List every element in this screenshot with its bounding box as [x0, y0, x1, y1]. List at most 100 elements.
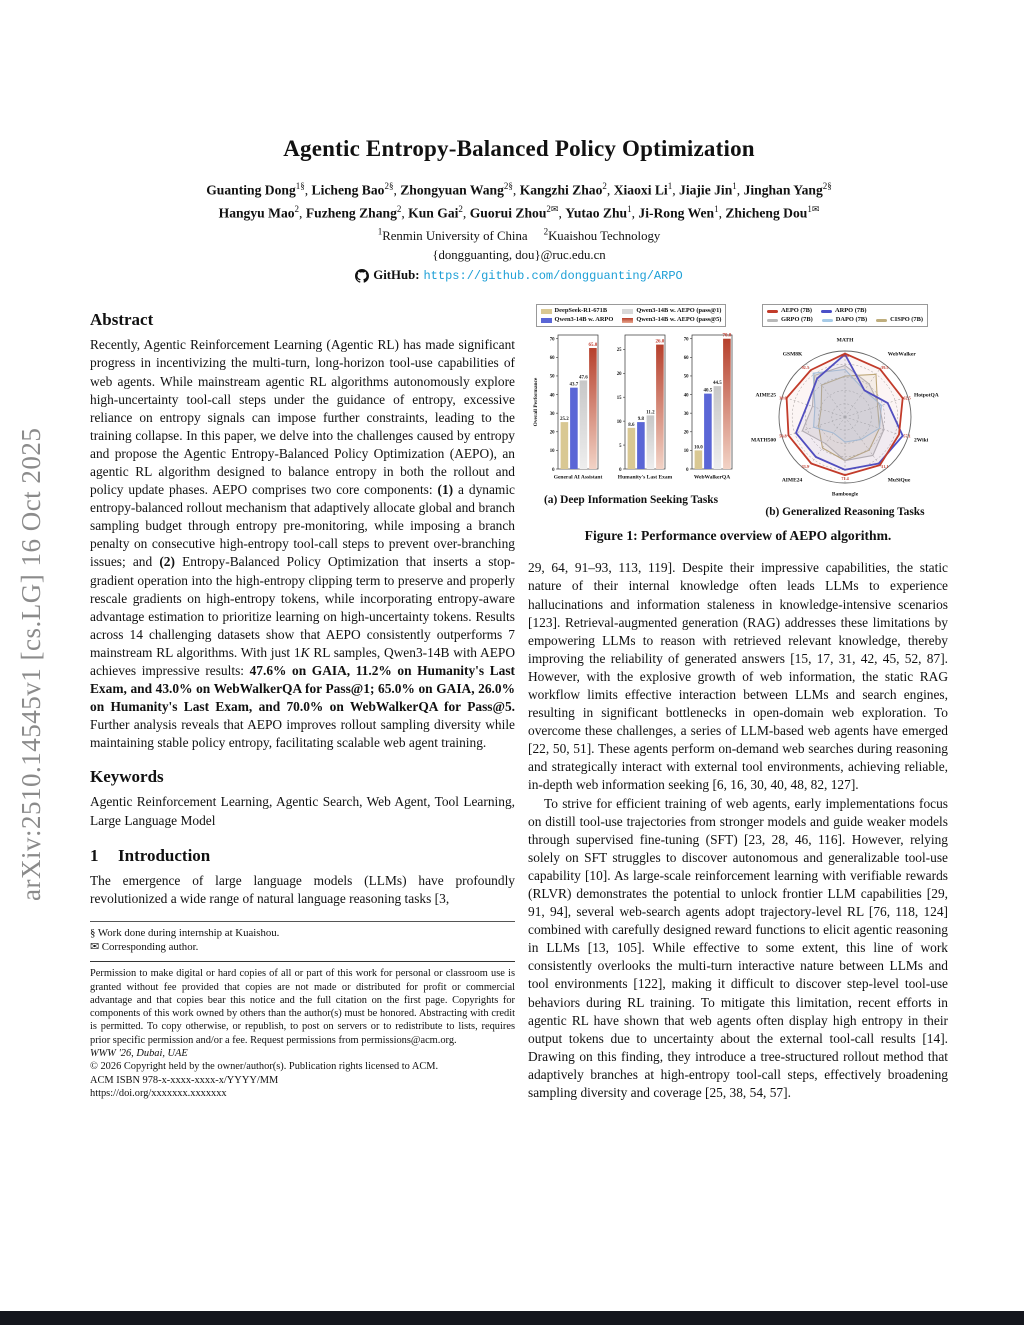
- svg-text:33.9: 33.9: [802, 465, 809, 470]
- svg-text:40: 40: [550, 394, 555, 399]
- svg-text:50: 50: [550, 375, 555, 380]
- radar-legend: AEPO (7B) ARPO (7B) GRPO (7B) DAPO (7B) CISP…: [761, 304, 929, 328]
- svg-text:31.1: 31.1: [881, 465, 888, 470]
- svg-text:MATH500: MATH500: [751, 438, 776, 444]
- svg-text:40.5: 40.5: [704, 389, 713, 394]
- svg-text:62.5: 62.5: [903, 396, 910, 401]
- svg-text:50.8: 50.8: [779, 434, 786, 439]
- svg-text:70: 70: [550, 338, 555, 343]
- svg-text:15: 15: [617, 396, 622, 401]
- svg-text:30: 30: [550, 412, 555, 417]
- left-column: Abstract Recently, Agentic Reinforcement…: [90, 304, 515, 1102]
- svg-text:26.0: 26.0: [656, 340, 665, 345]
- footnote-rule: [90, 920, 515, 922]
- copyright-line: © 2026 Copyright held by the owner/autho…: [90, 1061, 439, 1073]
- svg-text:10: 10: [550, 450, 555, 455]
- svg-text:25: 25: [617, 348, 622, 353]
- svg-text:10: 10: [617, 420, 622, 425]
- bar-legend: DeepSeek-R1-671B Qwen3-14B w. ARPO Qwen3-1…: [535, 304, 727, 328]
- arxiv-sidebar-banner: arXiv:2510.14545v1 [cs.LG] 16 Oct 2025: [16, 427, 46, 902]
- github-label: GitHub:: [373, 268, 420, 283]
- svg-text:HotpotQA: HotpotQA: [914, 393, 939, 399]
- svg-text:50: 50: [684, 375, 689, 380]
- svg-text:AIME24: AIME24: [782, 478, 803, 484]
- abstract-heading: Abstract: [90, 310, 154, 330]
- svg-text:8.6: 8.6: [628, 423, 635, 428]
- svg-text:92.3: 92.3: [802, 365, 809, 370]
- svg-text:MATH: MATH: [837, 338, 854, 344]
- svg-text:20: 20: [684, 431, 689, 436]
- doi-link[interactable]: https://doi.org/xxxxxxx.xxxxxxx: [90, 1087, 227, 1099]
- subcaption-b: (b) Generalized Reasoning Tasks: [765, 506, 925, 519]
- footnote-internship: § Work done during internship at Kuaisho…: [90, 926, 280, 939]
- svg-text:0: 0: [686, 468, 689, 473]
- bar-chart: 0 10 20 30 40 50 60 70 25.2 43.7 47.6 65.0 General A…: [528, 329, 734, 492]
- radar-chart: MATH WebWalker HotpotQA 2Wiki MuSiQue Bamboog…: [742, 329, 948, 504]
- github-link[interactable]: https://github.com/dongguanting/ARPO: [423, 268, 683, 283]
- svg-text:70: 70: [684, 338, 689, 343]
- keywords-text: Agentic Reinforcement Learning, Agentic …: [90, 794, 515, 828]
- svg-text:0: 0: [619, 468, 622, 473]
- abstract-text: Recently, Agentic Reinforcement Learning…: [90, 337, 515, 751]
- footnotes: § Work done during internship at Kuaisho…: [90, 926, 515, 954]
- svg-text:39.5: 39.5: [881, 365, 888, 370]
- svg-text:20: 20: [617, 372, 622, 377]
- svg-text:43.7: 43.7: [570, 383, 579, 388]
- right-column: DeepSeek-R1-671B Qwen3-14B w. ARPO Qwen3-1…: [528, 304, 948, 1102]
- svg-text:71.4: 71.4: [841, 476, 849, 481]
- contact-email: {dongguanting, dou}@ruc.edu.cn: [432, 248, 606, 263]
- venue-line: WWW '26, Dubai, UAE: [90, 1048, 188, 1060]
- isbn-line: ACM ISBN 978-x-xxxx-xxxx-x/YYYY/MM: [90, 1074, 279, 1086]
- svg-text:WebWalker: WebWalker: [888, 352, 917, 358]
- subfigure-b: AEPO (7B) ARPO (7B) GRPO (7B) DAPO (7B) CISP…: [742, 304, 948, 518]
- svg-text:WebWalkerQA: WebWalkerQA: [694, 475, 730, 481]
- svg-text:0: 0: [552, 468, 555, 473]
- permission-rule: [90, 961, 515, 963]
- section-title: Introduction: [118, 845, 211, 865]
- github-line: GitHub: https://github.com/dongguanting/…: [90, 268, 948, 283]
- svg-text:9.8: 9.8: [638, 417, 645, 422]
- paper-page: Agentic Entropy-Balanced Policy Optimiza…: [90, 0, 948, 1102]
- introduction-heading: 1 Introduction: [90, 846, 515, 866]
- figure-1: DeepSeek-R1-671B Qwen3-14B w. ARPO Qwen3-1…: [528, 304, 948, 544]
- keywords-heading: Keywords: [90, 767, 164, 787]
- svg-text:30.0: 30.0: [779, 396, 786, 401]
- svg-text:40: 40: [684, 394, 689, 399]
- svg-text:44.5: 44.5: [713, 382, 722, 387]
- subcaption-a: (a) Deep Information Seeking Tasks: [543, 494, 719, 507]
- affiliations: 1Renmin University of China 2Kuaishou Tec…: [377, 227, 661, 244]
- svg-text:MuSiQue: MuSiQue: [888, 478, 911, 484]
- svg-text:90.6: 90.6: [841, 353, 848, 358]
- svg-text:20: 20: [550, 431, 555, 436]
- svg-text:25.2: 25.2: [560, 417, 569, 422]
- paragraph: To strive for efficient training of web …: [528, 795, 948, 1101]
- permission-text: Permission to make digital or hard copie…: [90, 968, 515, 1046]
- section-number: 1: [90, 845, 99, 865]
- svg-text:10.0: 10.0: [694, 446, 703, 451]
- svg-text:57.1: 57.1: [903, 434, 910, 439]
- viewer-bottom-bar: [0, 1311, 1024, 1325]
- github-icon: [355, 268, 370, 283]
- svg-text:30: 30: [684, 412, 689, 417]
- svg-text:GSM8K: GSM8K: [783, 352, 803, 358]
- svg-text:60: 60: [684, 356, 689, 361]
- svg-text:47.6: 47.6: [579, 376, 588, 381]
- svg-text:65.0: 65.0: [589, 343, 598, 348]
- svg-text:60: 60: [550, 356, 555, 361]
- svg-text:Overall Performance: Overall Performance: [533, 377, 539, 426]
- authors-line-1: Guanting Dong1§, Licheng Bao2§, Zhongyua…: [206, 181, 832, 198]
- svg-text:10: 10: [684, 450, 689, 455]
- svg-text:70.0: 70.0: [723, 334, 732, 339]
- svg-text:2Wiki: 2Wiki: [914, 438, 929, 444]
- intro-continued: 29, 64, 91–93, 113, 119]. Despite their …: [528, 559, 948, 1102]
- author-block: Guanting Dong1§, Licheng Bao2§, Zhongyua…: [90, 177, 948, 222]
- svg-text:5: 5: [619, 444, 622, 449]
- paragraph: 29, 64, 91–93, 113, 119]. Despite their …: [528, 560, 948, 793]
- svg-text:11.2: 11.2: [646, 411, 655, 416]
- svg-text:Bamboogle: Bamboogle: [832, 492, 859, 498]
- svg-text:General AI Assistant: General AI Assistant: [554, 475, 603, 481]
- svg-text:AIME25: AIME25: [756, 393, 777, 399]
- svg-text:Humanity's Last Exam: Humanity's Last Exam: [618, 475, 673, 481]
- introduction-text: The emergence of large language models (…: [90, 872, 515, 906]
- footnote-corresponding: ✉ Corresponding author.: [90, 941, 199, 954]
